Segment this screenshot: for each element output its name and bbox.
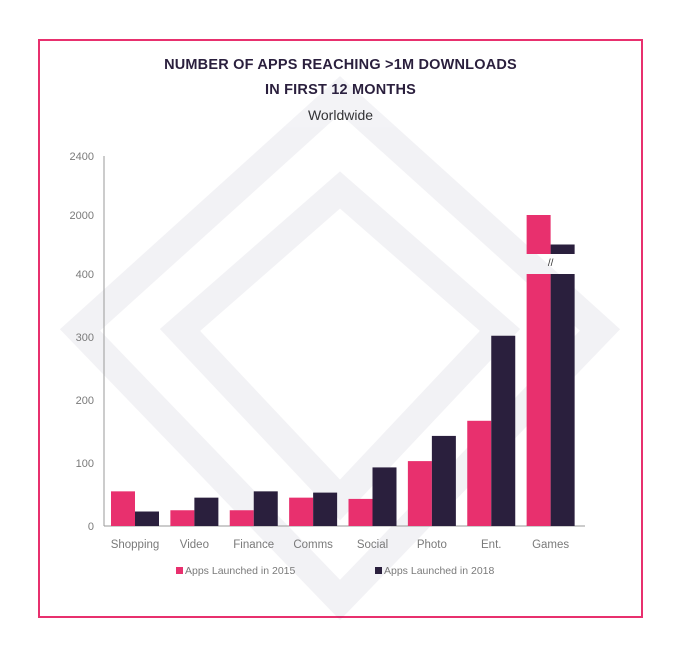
bar-games-2015-upper — [526, 215, 551, 254]
bar-shopping-2018 — [135, 511, 159, 526]
y-tick-label: 0 — [88, 521, 94, 533]
bar-social-2015 — [348, 498, 373, 526]
y-tick-label: 100 — [76, 458, 94, 470]
bar-games-2018-upper — [550, 244, 575, 254]
bar-ent-2018 — [491, 335, 516, 526]
axis-break-mark: // — [548, 258, 554, 269]
y-tick-label: 200 — [76, 395, 94, 407]
category-label: Shopping — [111, 539, 160, 551]
bar-games-2018-lower — [550, 274, 575, 526]
background-diamond-logo — [59, 76, 621, 621]
legend-swatch-2015 — [176, 567, 183, 574]
y-tick-label: 2400 — [70, 151, 94, 163]
bar-ent-2015 — [467, 420, 492, 526]
bar-comms-2018 — [313, 492, 338, 526]
category-label: Finance — [233, 539, 274, 551]
bar-comms-2015 — [289, 497, 314, 526]
legend-label-2015: Apps Launched in 2015 — [185, 565, 296, 577]
y-tick-label: 300 — [76, 332, 94, 344]
chart-subtitle: Worldwide — [307, 107, 374, 123]
category-label: Photo — [417, 539, 447, 551]
bar-finance-2018 — [253, 491, 278, 526]
chart-title-line2: IN FIRST 12 MONTHS — [264, 82, 417, 98]
bar-photo-2015 — [407, 461, 432, 526]
legend-swatch-2018 — [375, 567, 382, 574]
y-tick-label: 2000 — [70, 210, 94, 222]
bar-social-2018 — [372, 467, 397, 526]
chart-title: NUMBER OF APPS REACHING >1M DOWNLOADS — [164, 57, 517, 73]
category-label: Video — [180, 539, 209, 551]
category-label: Games — [532, 539, 569, 551]
legend-label-2018: Apps Launched in 2018 — [384, 565, 495, 577]
category-label: Social — [357, 539, 388, 551]
chart-frame — [38, 39, 643, 618]
bar-games-2015-lower — [526, 274, 551, 526]
bar-finance-2015 — [229, 510, 254, 526]
category-label: Comms — [293, 539, 333, 551]
y-tick-label: 400 — [76, 269, 94, 281]
bar-video-2015 — [170, 510, 195, 526]
bar-photo-2018 — [431, 435, 456, 526]
bar-video-2018 — [194, 497, 219, 526]
bar-shopping-2015 — [111, 491, 135, 526]
category-label: Ent. — [481, 539, 501, 551]
